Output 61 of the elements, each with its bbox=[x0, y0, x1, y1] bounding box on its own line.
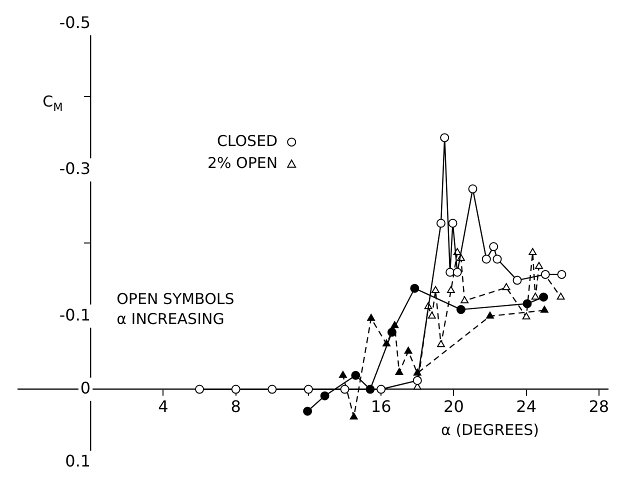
point bbox=[492, 254, 502, 264]
x-tick-label: 16 bbox=[370, 397, 392, 416]
point bbox=[436, 218, 446, 228]
point bbox=[502, 283, 510, 290]
point bbox=[338, 370, 347, 378]
point bbox=[468, 184, 478, 194]
point bbox=[428, 312, 436, 319]
point bbox=[448, 218, 458, 228]
point bbox=[340, 384, 350, 394]
point bbox=[512, 276, 522, 285]
point bbox=[303, 406, 312, 416]
y-tick-label: -0.1 bbox=[59, 305, 91, 324]
point bbox=[557, 270, 566, 279]
point bbox=[350, 412, 358, 420]
point bbox=[351, 370, 360, 380]
point bbox=[410, 284, 420, 293]
legend-label: CLOSED bbox=[216, 132, 278, 150]
point bbox=[556, 292, 565, 300]
point bbox=[447, 286, 455, 294]
point bbox=[535, 262, 543, 269]
point bbox=[395, 368, 404, 375]
point bbox=[446, 268, 455, 277]
point bbox=[387, 328, 396, 337]
x-tick-label: 8 bbox=[230, 397, 241, 416]
point bbox=[456, 305, 466, 314]
point bbox=[268, 384, 277, 394]
point bbox=[432, 286, 440, 294]
point bbox=[367, 314, 376, 321]
point bbox=[540, 306, 548, 313]
point bbox=[482, 254, 491, 264]
point bbox=[531, 292, 540, 300]
point bbox=[195, 384, 204, 394]
x-tick-label: 24 bbox=[516, 397, 536, 416]
point bbox=[452, 268, 462, 277]
point bbox=[412, 376, 422, 385]
point bbox=[489, 242, 498, 252]
point bbox=[539, 292, 548, 302]
y-tick-label: 0.1 bbox=[65, 452, 91, 471]
point bbox=[522, 312, 530, 320]
point bbox=[540, 270, 550, 279]
point bbox=[320, 391, 330, 400]
y-tick-label: -0.5 bbox=[59, 12, 91, 32]
point bbox=[231, 384, 240, 394]
legend-label: 2% OPEN bbox=[207, 154, 278, 172]
annotation: α INCREASING bbox=[116, 310, 224, 328]
point bbox=[440, 133, 450, 142]
point bbox=[437, 340, 445, 348]
point bbox=[486, 312, 494, 319]
x-tick-label: 20 bbox=[444, 397, 464, 416]
y-tick-label: 0 bbox=[80, 378, 91, 398]
x-tick-label: 28 bbox=[588, 397, 610, 416]
point bbox=[522, 299, 532, 308]
point bbox=[404, 346, 412, 354]
point bbox=[376, 384, 386, 394]
x-axis-title: α (DEGREES) bbox=[441, 421, 539, 440]
x-tick-label: 4 bbox=[158, 397, 168, 416]
point bbox=[304, 384, 313, 394]
y-tick-label: -0.3 bbox=[59, 159, 91, 178]
point bbox=[460, 296, 469, 304]
annotation: OPEN SYMBOLS bbox=[116, 290, 234, 308]
point bbox=[528, 248, 537, 256]
